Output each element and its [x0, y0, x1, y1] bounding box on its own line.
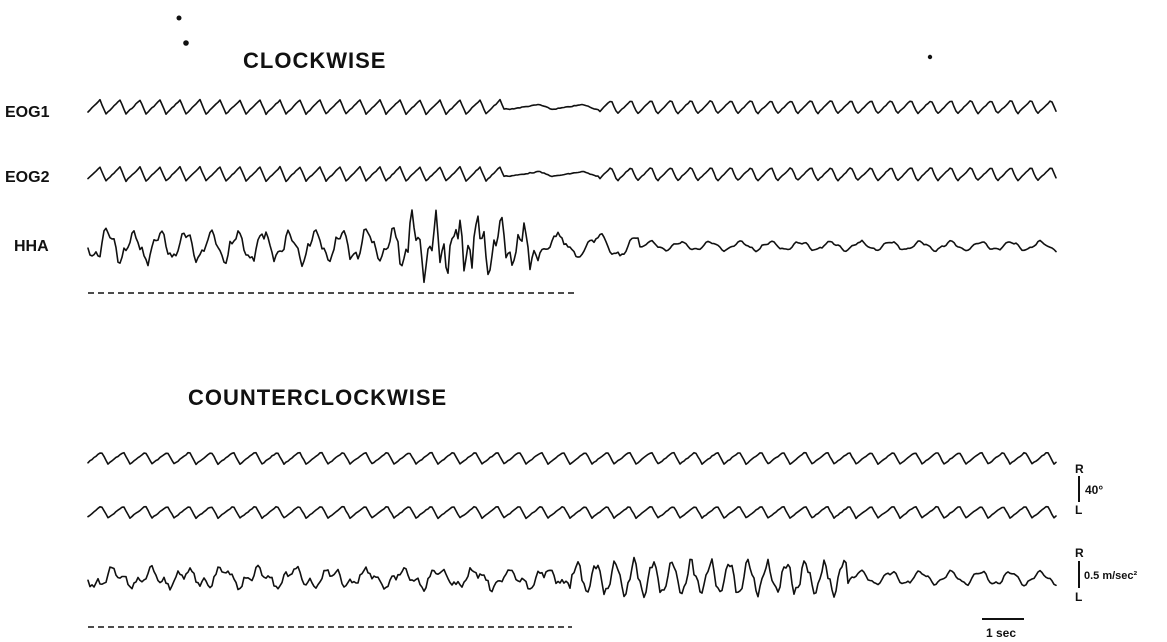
cw-eog2-trace: [87, 165, 1057, 183]
counterclockwise-title: COUNTERCLOCKWISE: [188, 385, 447, 410]
angle-scale-value: 40°: [1085, 483, 1103, 497]
cw-eog1-trace: [87, 98, 1057, 116]
angle-scale-r: R: [1075, 462, 1084, 476]
dot-mark: [183, 40, 189, 46]
ccw-hha-trace: [87, 556, 1057, 599]
dot-mark: [176, 15, 182, 21]
clockwise-title: CLOCKWISE: [243, 48, 386, 73]
angle-scale-l: L: [1075, 503, 1082, 517]
hha-label: HHA: [14, 238, 49, 255]
accel-scale-value: 0.5 m/sec²: [1084, 570, 1138, 582]
time-scale-label: 1 sec: [986, 626, 1016, 640]
dot-mark: [927, 54, 933, 60]
accel-scale-r: R: [1075, 546, 1084, 560]
eog2-label: EOG2: [5, 169, 50, 186]
cw-hha-trace: [87, 209, 1057, 284]
ccw-eog1-trace: [87, 451, 1057, 466]
ccw-eog2-trace: [87, 505, 1057, 520]
eog1-label: EOG1: [5, 104, 50, 121]
accel-scale-l: L: [1075, 590, 1082, 604]
